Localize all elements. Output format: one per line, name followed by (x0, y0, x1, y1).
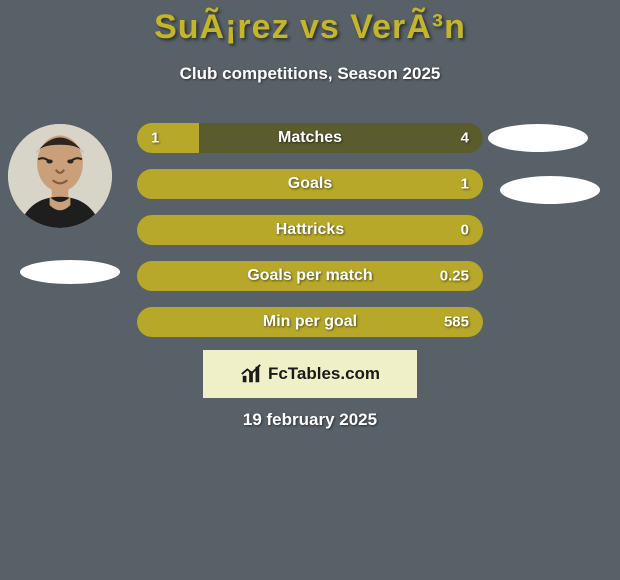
snapshot-date: 19 february 2025 (0, 410, 620, 430)
page-title: SuÃ¡rez vs VerÃ³n (0, 8, 620, 47)
fctables-logo-box[interactable]: FcTables.com (203, 350, 417, 398)
stat-bar-right-value: 4 (461, 130, 469, 147)
comparison-canvas: SuÃ¡rez vs VerÃ³n Club competitions, Sea… (0, 0, 620, 580)
fctables-logo-text: FcTables.com (268, 364, 380, 384)
stat-bar-left-value: 1 (151, 130, 159, 147)
player-left-name-ellipse (20, 260, 120, 284)
subtitle: Club competitions, Season 2025 (0, 64, 620, 84)
player-right-name-ellipse (500, 176, 600, 204)
stat-bar-label: Goals per match (137, 267, 483, 285)
stat-bar-label: Hattricks (137, 221, 483, 239)
stat-bar-label: Matches (137, 129, 483, 147)
stat-bar: Min per goal585 (137, 307, 483, 337)
stat-bar-right-value: 1 (461, 176, 469, 193)
stat-bar-label: Min per goal (137, 313, 483, 331)
stat-bar-label: Goals (137, 175, 483, 193)
player-right-avatar-ellipse (488, 124, 588, 152)
player-left-avatar (8, 124, 112, 228)
stat-bar-right-value: 585 (444, 314, 469, 331)
player-left-photo (8, 124, 112, 228)
stat-bar-right-value: 0 (461, 222, 469, 239)
stat-bar-right-value: 0.25 (440, 268, 469, 285)
chart-icon (240, 363, 262, 385)
stat-bar: Goals1 (137, 169, 483, 199)
stat-bar: Hattricks0 (137, 215, 483, 245)
stat-bar: Goals per match0.25 (137, 261, 483, 291)
stat-bar: Matches1 4 (137, 123, 483, 153)
